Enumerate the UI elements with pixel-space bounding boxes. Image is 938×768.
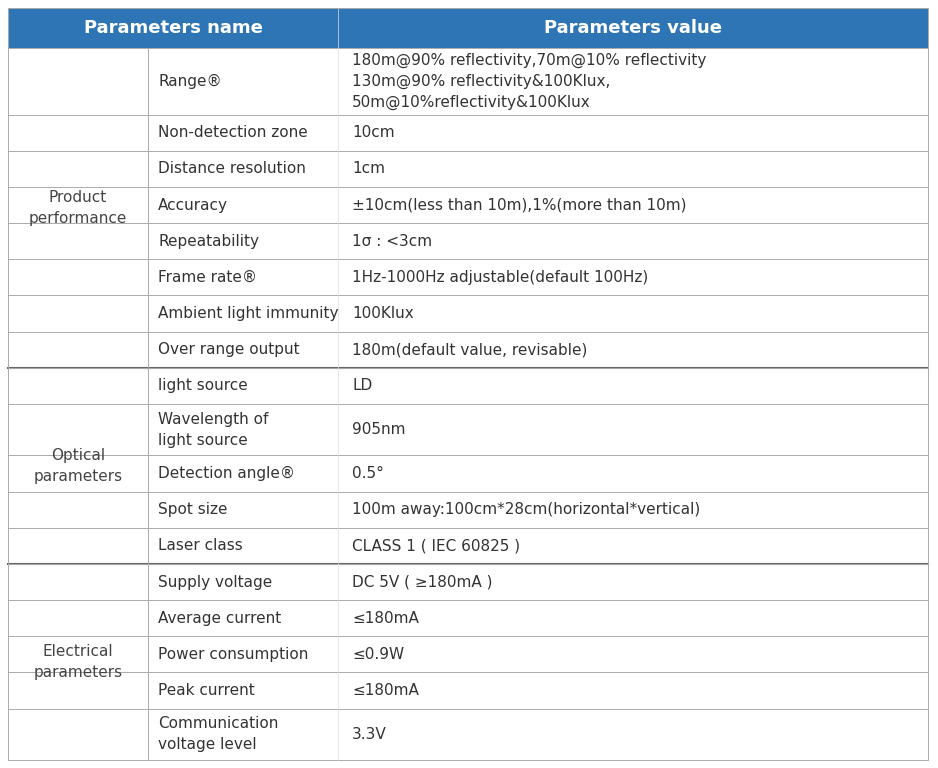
Text: DC 5V ( ≥180mA ): DC 5V ( ≥180mA ) <box>352 574 492 590</box>
Text: 1cm: 1cm <box>352 161 385 177</box>
Text: light source: light source <box>158 379 248 393</box>
Bar <box>8 48 928 114</box>
Bar <box>8 114 928 151</box>
Bar <box>8 528 928 564</box>
Text: Detection angle®: Detection angle® <box>158 466 295 481</box>
Text: 0.5°: 0.5° <box>352 466 384 481</box>
Text: Product
performance: Product performance <box>29 190 128 226</box>
Text: ≤180mA: ≤180mA <box>352 683 419 698</box>
Bar <box>8 492 928 528</box>
Bar <box>8 223 928 260</box>
Text: Communication
voltage level: Communication voltage level <box>158 717 279 753</box>
Bar <box>8 260 928 296</box>
Text: Non-detection zone: Non-detection zone <box>158 125 308 141</box>
Text: ≤0.9W: ≤0.9W <box>352 647 404 662</box>
Text: Parameters value: Parameters value <box>544 19 722 37</box>
Text: Average current: Average current <box>158 611 281 626</box>
Text: 180m@90% reflectivity,70m@10% reflectivity
130m@90% reflectivity&100Klux,
50m@10: 180m@90% reflectivity,70m@10% reflectivi… <box>352 52 706 110</box>
Text: Parameters name: Parameters name <box>83 19 263 37</box>
Text: 1Hz-1000Hz adjustable(default 100Hz): 1Hz-1000Hz adjustable(default 100Hz) <box>352 270 648 285</box>
Text: 10cm: 10cm <box>352 125 395 141</box>
Text: LD: LD <box>352 379 372 393</box>
Bar <box>8 636 928 673</box>
Text: 1σ : <3cm: 1σ : <3cm <box>352 233 432 249</box>
Bar <box>8 187 928 223</box>
Text: Electrical
parameters: Electrical parameters <box>34 644 123 680</box>
Text: Ambient light immunity: Ambient light immunity <box>158 306 339 321</box>
Text: Frame rate®: Frame rate® <box>158 270 257 285</box>
Text: 3.3V: 3.3V <box>352 727 386 742</box>
Bar <box>8 564 928 600</box>
Text: CLASS 1 ( IEC 60825 ): CLASS 1 ( IEC 60825 ) <box>352 538 521 553</box>
Text: Distance resolution: Distance resolution <box>158 161 306 177</box>
Text: Wavelength of
light source: Wavelength of light source <box>158 412 268 448</box>
Text: Laser class: Laser class <box>158 538 243 553</box>
Text: Range®: Range® <box>158 74 221 89</box>
Text: Accuracy: Accuracy <box>158 197 228 213</box>
Bar <box>8 296 928 332</box>
Text: Supply voltage: Supply voltage <box>158 574 272 590</box>
Text: ≤180mA: ≤180mA <box>352 611 419 626</box>
Bar <box>8 404 928 455</box>
Text: 905nm: 905nm <box>352 422 405 437</box>
Bar <box>8 455 928 492</box>
Text: Spot size: Spot size <box>158 502 228 517</box>
Bar <box>8 332 928 368</box>
Text: Repeatability: Repeatability <box>158 233 259 249</box>
Text: 100m away:100cm*28cm(horizontal*vertical): 100m away:100cm*28cm(horizontal*vertical… <box>352 502 701 517</box>
Text: Over range output: Over range output <box>158 343 299 357</box>
Bar <box>8 673 928 709</box>
Bar <box>8 600 928 636</box>
Text: 100Klux: 100Klux <box>352 306 414 321</box>
Bar <box>8 8 928 48</box>
Text: 180m(default value, revisable): 180m(default value, revisable) <box>352 343 587 357</box>
Bar <box>8 368 928 404</box>
Bar <box>8 151 928 187</box>
Bar <box>8 709 928 760</box>
Text: Power consumption: Power consumption <box>158 647 309 662</box>
Text: Peak current: Peak current <box>158 683 255 698</box>
Text: Optical
parameters: Optical parameters <box>34 448 123 484</box>
Text: ±10cm(less than 10m),1%(more than 10m): ±10cm(less than 10m),1%(more than 10m) <box>352 197 687 213</box>
